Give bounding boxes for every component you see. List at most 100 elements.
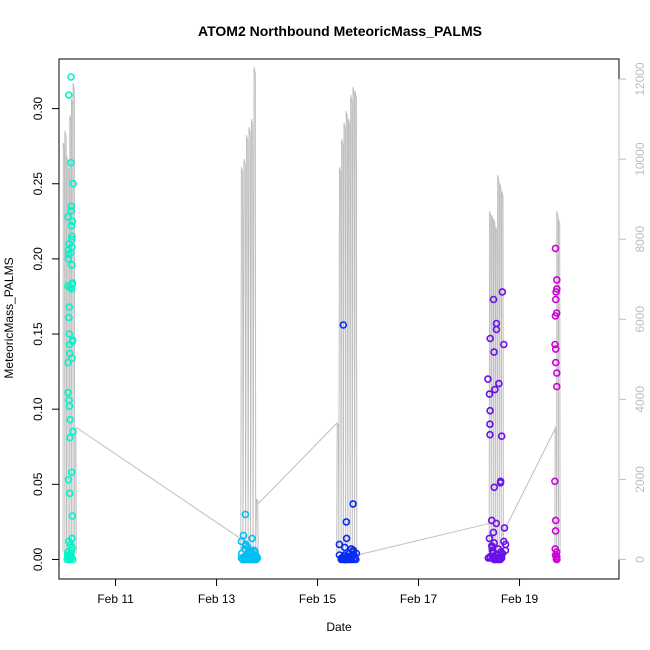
data-point [65, 303, 74, 311]
data-point [340, 543, 349, 552]
data-point [68, 232, 76, 241]
data-point [486, 334, 495, 343]
y2-tick-label: 10000 [633, 142, 647, 176]
data-point [65, 313, 73, 322]
data-point [551, 340, 559, 349]
y-tick-label: 0.05 [31, 472, 45, 496]
y2-tick-label: 4000 [633, 386, 647, 413]
data-point [492, 319, 501, 328]
chart-title: ATOM2 Northbound MeteoricMass_PALMS [198, 23, 482, 39]
data-point [65, 330, 74, 338]
data-point [342, 518, 351, 526]
data-point [485, 534, 494, 543]
x-tick-label: Feb 15 [299, 592, 337, 606]
data-point [69, 179, 77, 188]
data-point [339, 321, 348, 329]
data-point [68, 217, 77, 226]
data-point [500, 524, 509, 532]
data-point [63, 555, 71, 564]
data-points-group [63, 73, 561, 564]
x-tick-label: Feb 13 [198, 592, 236, 606]
data-point [67, 73, 75, 81]
data-point [551, 312, 560, 320]
y-axis-left: 0.00 0.05 0.10 0.15 0.20 0.25 0.30 [31, 97, 60, 571]
data-point [65, 489, 74, 498]
data-point [64, 388, 72, 397]
data-point [67, 285, 76, 293]
y-tick-label: 0.10 [31, 397, 45, 421]
altitude-transit-line [258, 423, 338, 504]
data-point [551, 477, 559, 486]
data-point [492, 519, 501, 528]
data-point [497, 432, 506, 441]
altitude-transit-line [355, 522, 490, 556]
data-point [67, 222, 76, 230]
x-tick-label: Feb 17 [400, 592, 438, 606]
data-point [335, 540, 344, 549]
y2-tick-label: 8000 [633, 226, 647, 253]
data-point [491, 555, 500, 564]
altitude-transit-line [75, 426, 243, 540]
data-point [552, 288, 560, 296]
data-point [67, 202, 75, 211]
altitude-line-group [62, 67, 561, 556]
data-point [248, 534, 256, 543]
data-point [65, 340, 74, 349]
data-point [65, 91, 73, 99]
data-point [67, 207, 75, 215]
y-tick-label: 0.00 [31, 547, 45, 571]
data-point [489, 528, 498, 537]
data-point [494, 555, 503, 564]
y2-tick-label: 0 [633, 556, 647, 563]
data-point [490, 348, 498, 356]
data-point [68, 512, 77, 520]
data-point [241, 510, 250, 519]
data-point [66, 415, 74, 424]
data-point [68, 354, 76, 362]
data-point [551, 358, 560, 367]
data-point [67, 158, 75, 167]
data-point [552, 555, 561, 564]
y2-tick-label: 2000 [633, 466, 647, 493]
data-point [490, 483, 499, 492]
data-point [64, 250, 73, 259]
data-point [349, 500, 357, 508]
data-point [486, 430, 494, 439]
y2-tick-label: 6000 [633, 306, 647, 333]
y-tick-label: 0.25 [31, 172, 45, 196]
data-point [64, 358, 72, 367]
data-point [492, 325, 501, 334]
data-point [66, 433, 74, 442]
y-tick-label: 0.15 [31, 322, 45, 346]
data-point [552, 369, 561, 377]
y-axis-label: MeteoricMass_PALMS [2, 257, 16, 378]
data-point [485, 390, 494, 398]
y-tick-label: 0.20 [31, 247, 45, 271]
data-point [486, 420, 494, 429]
altitude-flight-segment [488, 175, 504, 554]
data-point [64, 213, 72, 221]
data-point [64, 475, 73, 484]
data-point [67, 468, 76, 477]
data-point [352, 555, 360, 564]
data-point [490, 385, 499, 394]
data-point [251, 555, 259, 564]
data-point [64, 255, 73, 263]
data-point [242, 555, 251, 564]
data-point [349, 555, 358, 564]
data-point [342, 534, 351, 543]
altitude-flight-segment [336, 87, 358, 554]
data-point [551, 345, 560, 353]
data-point [551, 295, 560, 304]
y2-tick-label: 12000 [633, 62, 647, 96]
data-point [496, 478, 505, 487]
data-point [65, 402, 74, 411]
data-point [551, 527, 560, 535]
data-point [65, 555, 74, 564]
data-point [68, 261, 76, 269]
data-point [337, 555, 346, 564]
data-point [499, 340, 508, 349]
data-point [551, 244, 560, 253]
altitude-flight-segment [554, 211, 561, 554]
